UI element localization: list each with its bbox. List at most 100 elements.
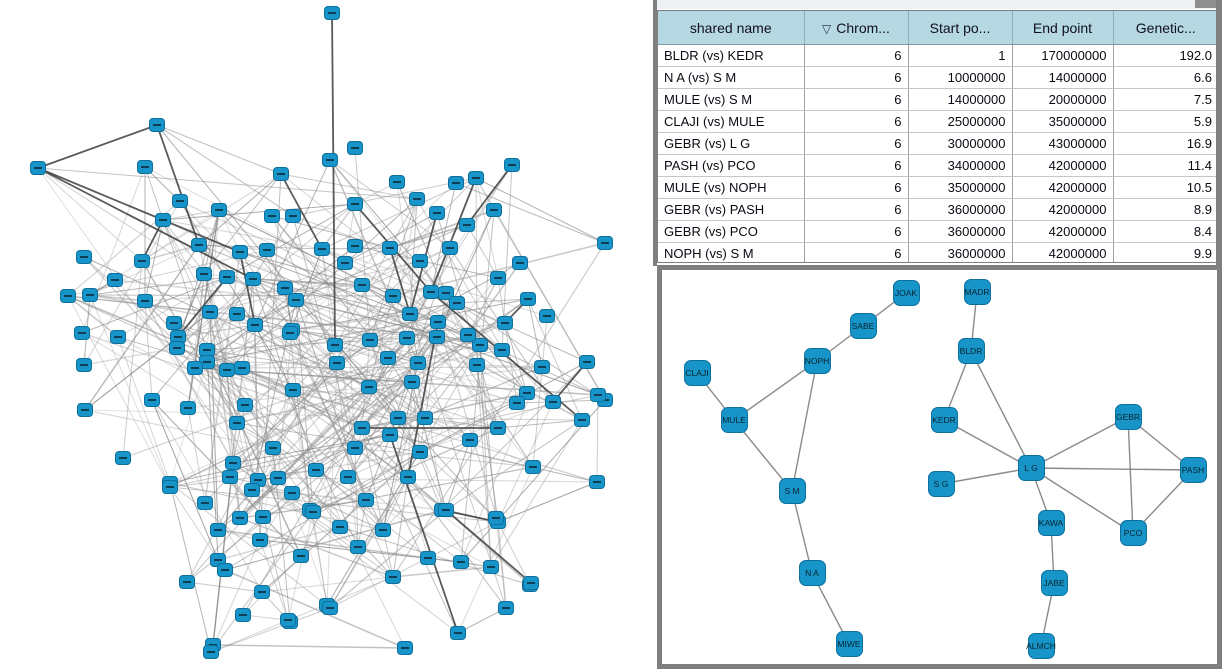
network-node[interactable] [203, 645, 219, 659]
cell-value[interactable]: 35000000 [1012, 110, 1114, 133]
network-node[interactable] [308, 463, 324, 477]
network-node[interactable] [211, 203, 227, 217]
cell-value[interactable]: 6 [804, 198, 909, 221]
network-node[interactable] [210, 523, 226, 537]
network-node-pco[interactable]: PCO [1119, 520, 1147, 546]
network-node[interactable] [438, 503, 454, 517]
network-node[interactable] [285, 383, 301, 397]
cell-value[interactable]: 5.9 [1113, 110, 1216, 133]
network-node[interactable] [450, 626, 466, 640]
network-node[interactable] [490, 421, 506, 435]
network-node[interactable] [225, 456, 241, 470]
network-node[interactable] [110, 330, 126, 344]
cell-value[interactable]: 6 [804, 154, 909, 177]
network-node-mule[interactable]: MULE [720, 407, 748, 433]
network-node[interactable] [498, 601, 514, 615]
network-node-bldr[interactable]: BLDR [957, 338, 985, 364]
network-node[interactable] [420, 551, 436, 565]
cell-value[interactable]: 43000000 [1012, 132, 1114, 155]
network-node[interactable] [144, 393, 160, 407]
network-node[interactable] [361, 380, 377, 394]
network-node[interactable] [512, 256, 528, 270]
network-node-n-a[interactable]: N A [798, 560, 826, 586]
table-row[interactable]: GEBR (vs) L G 6 30000000 43000000 16.9 [658, 132, 1216, 155]
network-node-l-g[interactable]: L G [1017, 455, 1045, 481]
network-node[interactable] [82, 288, 98, 302]
network-node[interactable] [397, 641, 413, 655]
edge-attribute-table[interactable]: shared name ▽ Chrom... Start po... End point… [657, 10, 1217, 263]
network-node[interactable] [196, 267, 212, 281]
network-node[interactable] [134, 254, 150, 268]
cell-value[interactable]: 10.5 [1113, 176, 1216, 199]
network-node[interactable] [430, 315, 446, 329]
cell-value[interactable]: 9.9 [1113, 242, 1216, 262]
network-node[interactable] [234, 361, 250, 375]
table-row[interactable]: CLAJI (vs) MULE 6 25000000 35000000 5.9 [658, 110, 1216, 133]
network-node[interactable] [60, 289, 76, 303]
network-node-madr[interactable]: MADR [963, 279, 991, 305]
network-node[interactable] [449, 296, 465, 310]
network-node-jabe[interactable]: JABE [1040, 570, 1068, 596]
network-node[interactable] [191, 238, 207, 252]
network-node[interactable] [382, 428, 398, 442]
network-node[interactable] [137, 294, 153, 308]
table-row[interactable]: GEBR (vs) PASH 6 36000000 42000000 8.9 [658, 198, 1216, 221]
network-node[interactable] [172, 194, 188, 208]
network-node[interactable] [362, 333, 378, 347]
cell-value[interactable]: 6 [804, 242, 909, 262]
subnetwork-view[interactable] [657, 265, 1222, 669]
network-node[interactable] [354, 278, 370, 292]
cell-value[interactable]: 14000000 [1012, 66, 1114, 89]
network-node[interactable] [539, 309, 555, 323]
network-node[interactable] [509, 396, 525, 410]
table-row[interactable]: GEBR (vs) PCO 6 36000000 42000000 8.4 [658, 220, 1216, 243]
network-node[interactable] [219, 270, 235, 284]
cell-value[interactable]: 42000000 [1012, 242, 1114, 262]
network-node[interactable] [322, 601, 338, 615]
network-node[interactable] [137, 160, 153, 174]
cell-shared-name[interactable]: GEBR (vs) PASH [658, 198, 805, 221]
network-node[interactable] [459, 218, 475, 232]
network-node[interactable] [235, 608, 251, 622]
network-node[interactable] [314, 242, 330, 256]
table-row[interactable]: MULE (vs) S M 6 14000000 20000000 7.5 [658, 88, 1216, 111]
network-node[interactable] [490, 271, 506, 285]
network-node[interactable] [252, 533, 268, 547]
cell-value[interactable]: 42000000 [1012, 176, 1114, 199]
cell-value[interactable]: 6.6 [1113, 66, 1216, 89]
network-node[interactable] [590, 388, 606, 402]
network-node[interactable] [324, 6, 340, 20]
network-node[interactable] [222, 470, 238, 484]
network-node[interactable] [180, 401, 196, 415]
network-node[interactable] [404, 375, 420, 389]
table-row[interactable]: MULE (vs) NOPH 6 35000000 42000000 10.5 [658, 176, 1216, 199]
network-node[interactable] [149, 118, 165, 132]
network-node[interactable] [486, 203, 502, 217]
network-node[interactable] [270, 471, 286, 485]
network-node-kawa[interactable]: KAWA [1037, 510, 1065, 536]
network-node-kedr[interactable]: KEDR [930, 407, 958, 433]
network-node[interactable] [329, 356, 345, 370]
network-node[interactable] [523, 576, 539, 590]
network-node[interactable] [284, 486, 300, 500]
network-node[interactable] [453, 555, 469, 569]
network-node[interactable] [375, 523, 391, 537]
network-node[interactable] [254, 585, 270, 599]
network-node[interactable] [429, 206, 445, 220]
cell-value[interactable]: 14000000 [908, 88, 1013, 111]
network-node-s-g[interactable]: S G [927, 471, 955, 497]
cell-value[interactable]: 8.9 [1113, 198, 1216, 221]
network-node-miwe[interactable]: MIWE [835, 631, 863, 657]
cell-shared-name[interactable]: N A (vs) S M [658, 66, 805, 89]
network-node-noph[interactable]: NOPH [803, 348, 831, 374]
network-node[interactable] [400, 470, 416, 484]
network-node[interactable] [273, 167, 289, 181]
network-node[interactable] [347, 239, 363, 253]
network-node[interactable] [288, 293, 304, 307]
network-node[interactable] [382, 241, 398, 255]
table-row[interactable]: PASH (vs) PCO 6 34000000 42000000 11.4 [658, 154, 1216, 177]
network-node[interactable] [468, 171, 484, 185]
network-node-sabe[interactable]: SABE [849, 313, 877, 339]
table-row[interactable]: BLDR (vs) KEDR 6 1 170000000 192.0 [658, 44, 1216, 67]
network-node[interactable] [30, 161, 46, 175]
